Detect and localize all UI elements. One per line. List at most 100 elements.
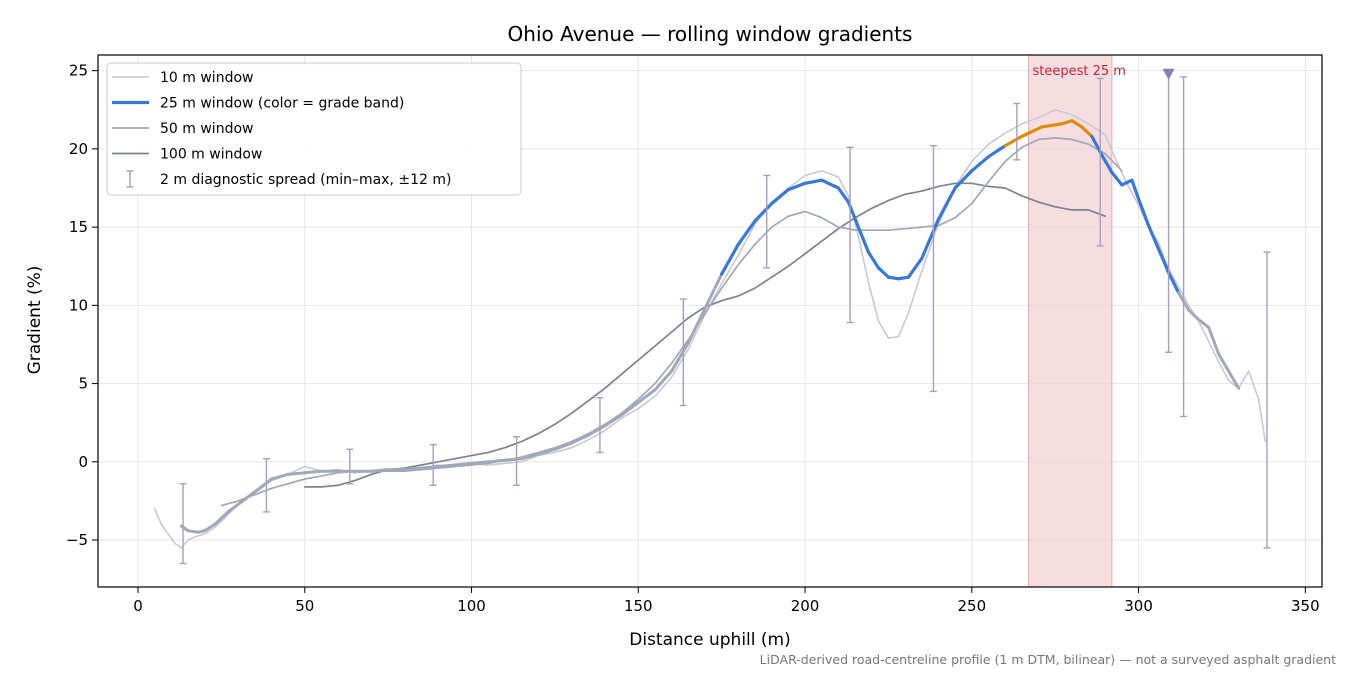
x-axis-label: Distance uphill (m)	[629, 630, 790, 650]
series-25m-segment	[620, 400, 640, 417]
series-25m-segment	[1003, 134, 1024, 148]
series-25m-segment	[303, 469, 323, 475]
series-25m-segment	[269, 472, 290, 481]
series-25m-segment	[1120, 178, 1134, 187]
series-25m-segment	[820, 178, 841, 190]
footnote: LiDAR-derived road-centreline profile (1…	[760, 652, 1336, 667]
series-25m-segment	[403, 466, 424, 472]
series-25m-segment	[1217, 352, 1231, 373]
series-25m-segment	[953, 169, 974, 190]
x-tick-label: 50	[295, 597, 314, 615]
series-25m-segment	[896, 275, 911, 281]
series-10m-line	[153, 109, 1267, 549]
series-25m-segment	[1136, 197, 1151, 228]
series-25m-segment	[703, 272, 724, 310]
series-25m-segment	[1040, 123, 1054, 129]
series-25m-segment	[920, 217, 941, 261]
series-25m-segment	[1197, 317, 1211, 329]
legend-label-w100: 100 m window	[160, 147, 262, 163]
x-tick-label: 150	[624, 597, 653, 615]
series-25m-segment	[836, 186, 851, 204]
series-25m-segment	[603, 413, 624, 428]
peak-marker-icon	[1162, 68, 1175, 80]
series-25m-segment	[586, 424, 607, 437]
series-25m-segment	[1100, 153, 1114, 174]
series-25m-segment	[803, 178, 824, 185]
steepest-band	[1028, 54, 1113, 588]
series-25m-segment	[553, 441, 574, 451]
series-25m-segment	[186, 529, 200, 534]
series-group	[153, 73, 1271, 565]
legend-box	[106, 62, 522, 196]
legend-label-w25: 25 m window (color = grade band)	[160, 96, 404, 112]
series-25m-segment	[243, 485, 263, 501]
series-25m-segment	[226, 497, 247, 514]
series-25m-segment	[520, 452, 540, 461]
series-25m-segment	[1130, 178, 1141, 201]
series-25m-segment	[436, 463, 457, 469]
series-25m-segment	[486, 458, 507, 464]
y-tick-label: 15	[69, 218, 88, 236]
series-25m-segment	[936, 186, 957, 221]
series-25m-segment	[1080, 125, 1094, 138]
series-25m-segment	[1110, 170, 1124, 187]
x-tick-label: 0	[133, 597, 143, 615]
y-axis-label: Gradient (%)	[25, 266, 45, 375]
x-tick-label: 350	[1291, 597, 1320, 615]
series-25m-segment	[1166, 270, 1181, 295]
series-25m-segment	[720, 242, 740, 276]
series-25m-segment	[286, 471, 307, 476]
y-tick-label: 5	[78, 375, 88, 393]
series-25m-segment	[1227, 369, 1241, 390]
series-25m-segment	[986, 144, 1007, 159]
series-100m-line	[303, 182, 1107, 488]
y-tick-label: 0	[78, 453, 88, 471]
series-25m-segment	[686, 306, 707, 345]
series-25m-segment	[470, 460, 490, 465]
series-25m-segment	[453, 461, 474, 467]
series-25m-segment	[420, 465, 440, 470]
series-25m-segment	[886, 275, 901, 281]
y-tick-label: −5	[66, 531, 88, 549]
series-25m-segment	[369, 468, 390, 473]
series-25m-segment	[906, 256, 924, 279]
x-tick-label: 100	[457, 597, 486, 615]
series-25m-segment	[1146, 223, 1161, 251]
series-25m-segment	[770, 187, 790, 206]
series-25m-segment	[536, 447, 557, 456]
series-25m-segment	[856, 225, 871, 254]
y-tick-label: 20	[69, 140, 88, 158]
series-25m-segment	[736, 219, 757, 246]
axes-frame	[97, 54, 1323, 588]
series-25m-segment	[653, 369, 674, 392]
series-25m-segment	[1050, 122, 1064, 128]
series-25m-segment	[1030, 125, 1044, 134]
x-tick-label: 300	[1124, 597, 1153, 615]
y-tick-label: 25	[69, 62, 88, 80]
series-25m-segment	[1156, 247, 1171, 275]
legend-label-w50: 50 m window	[160, 121, 253, 137]
series-25m-segment	[1070, 119, 1084, 129]
x-tick-label: 200	[791, 597, 820, 615]
chart-title: Ohio Avenue — rolling window gradients	[508, 22, 913, 46]
series-25m-segment	[1207, 325, 1221, 356]
series-25m-segment	[636, 388, 657, 404]
series-25m-segment	[970, 155, 991, 173]
series-25m-segment	[503, 457, 524, 462]
legend-label-err: 2 m diagnostic spread (min–max, ±12 m)	[160, 172, 451, 188]
series-25m-segment	[1060, 119, 1074, 126]
series-25m-segment	[203, 522, 217, 533]
series-25m-segment	[570, 433, 590, 445]
steepest-band-label: steepest 25 m	[1033, 64, 1126, 79]
legend: 10 m window 25 m window (color = grade ba…	[106, 62, 522, 196]
series-25m-segment	[1020, 130, 1034, 138]
series-25m-segment	[866, 250, 881, 270]
x-tick-label: 250	[957, 597, 986, 615]
series-25m-segment	[753, 202, 774, 223]
series-25m-segment	[670, 341, 690, 373]
series-25m-segment	[1187, 308, 1201, 321]
legend-label-w10: 10 m window	[160, 70, 253, 86]
plot-area: steepest 25 m 0 50 100 150 200 250 300 350 −5 0 5 10…	[66, 54, 1323, 615]
series-25m-segment	[786, 181, 807, 192]
